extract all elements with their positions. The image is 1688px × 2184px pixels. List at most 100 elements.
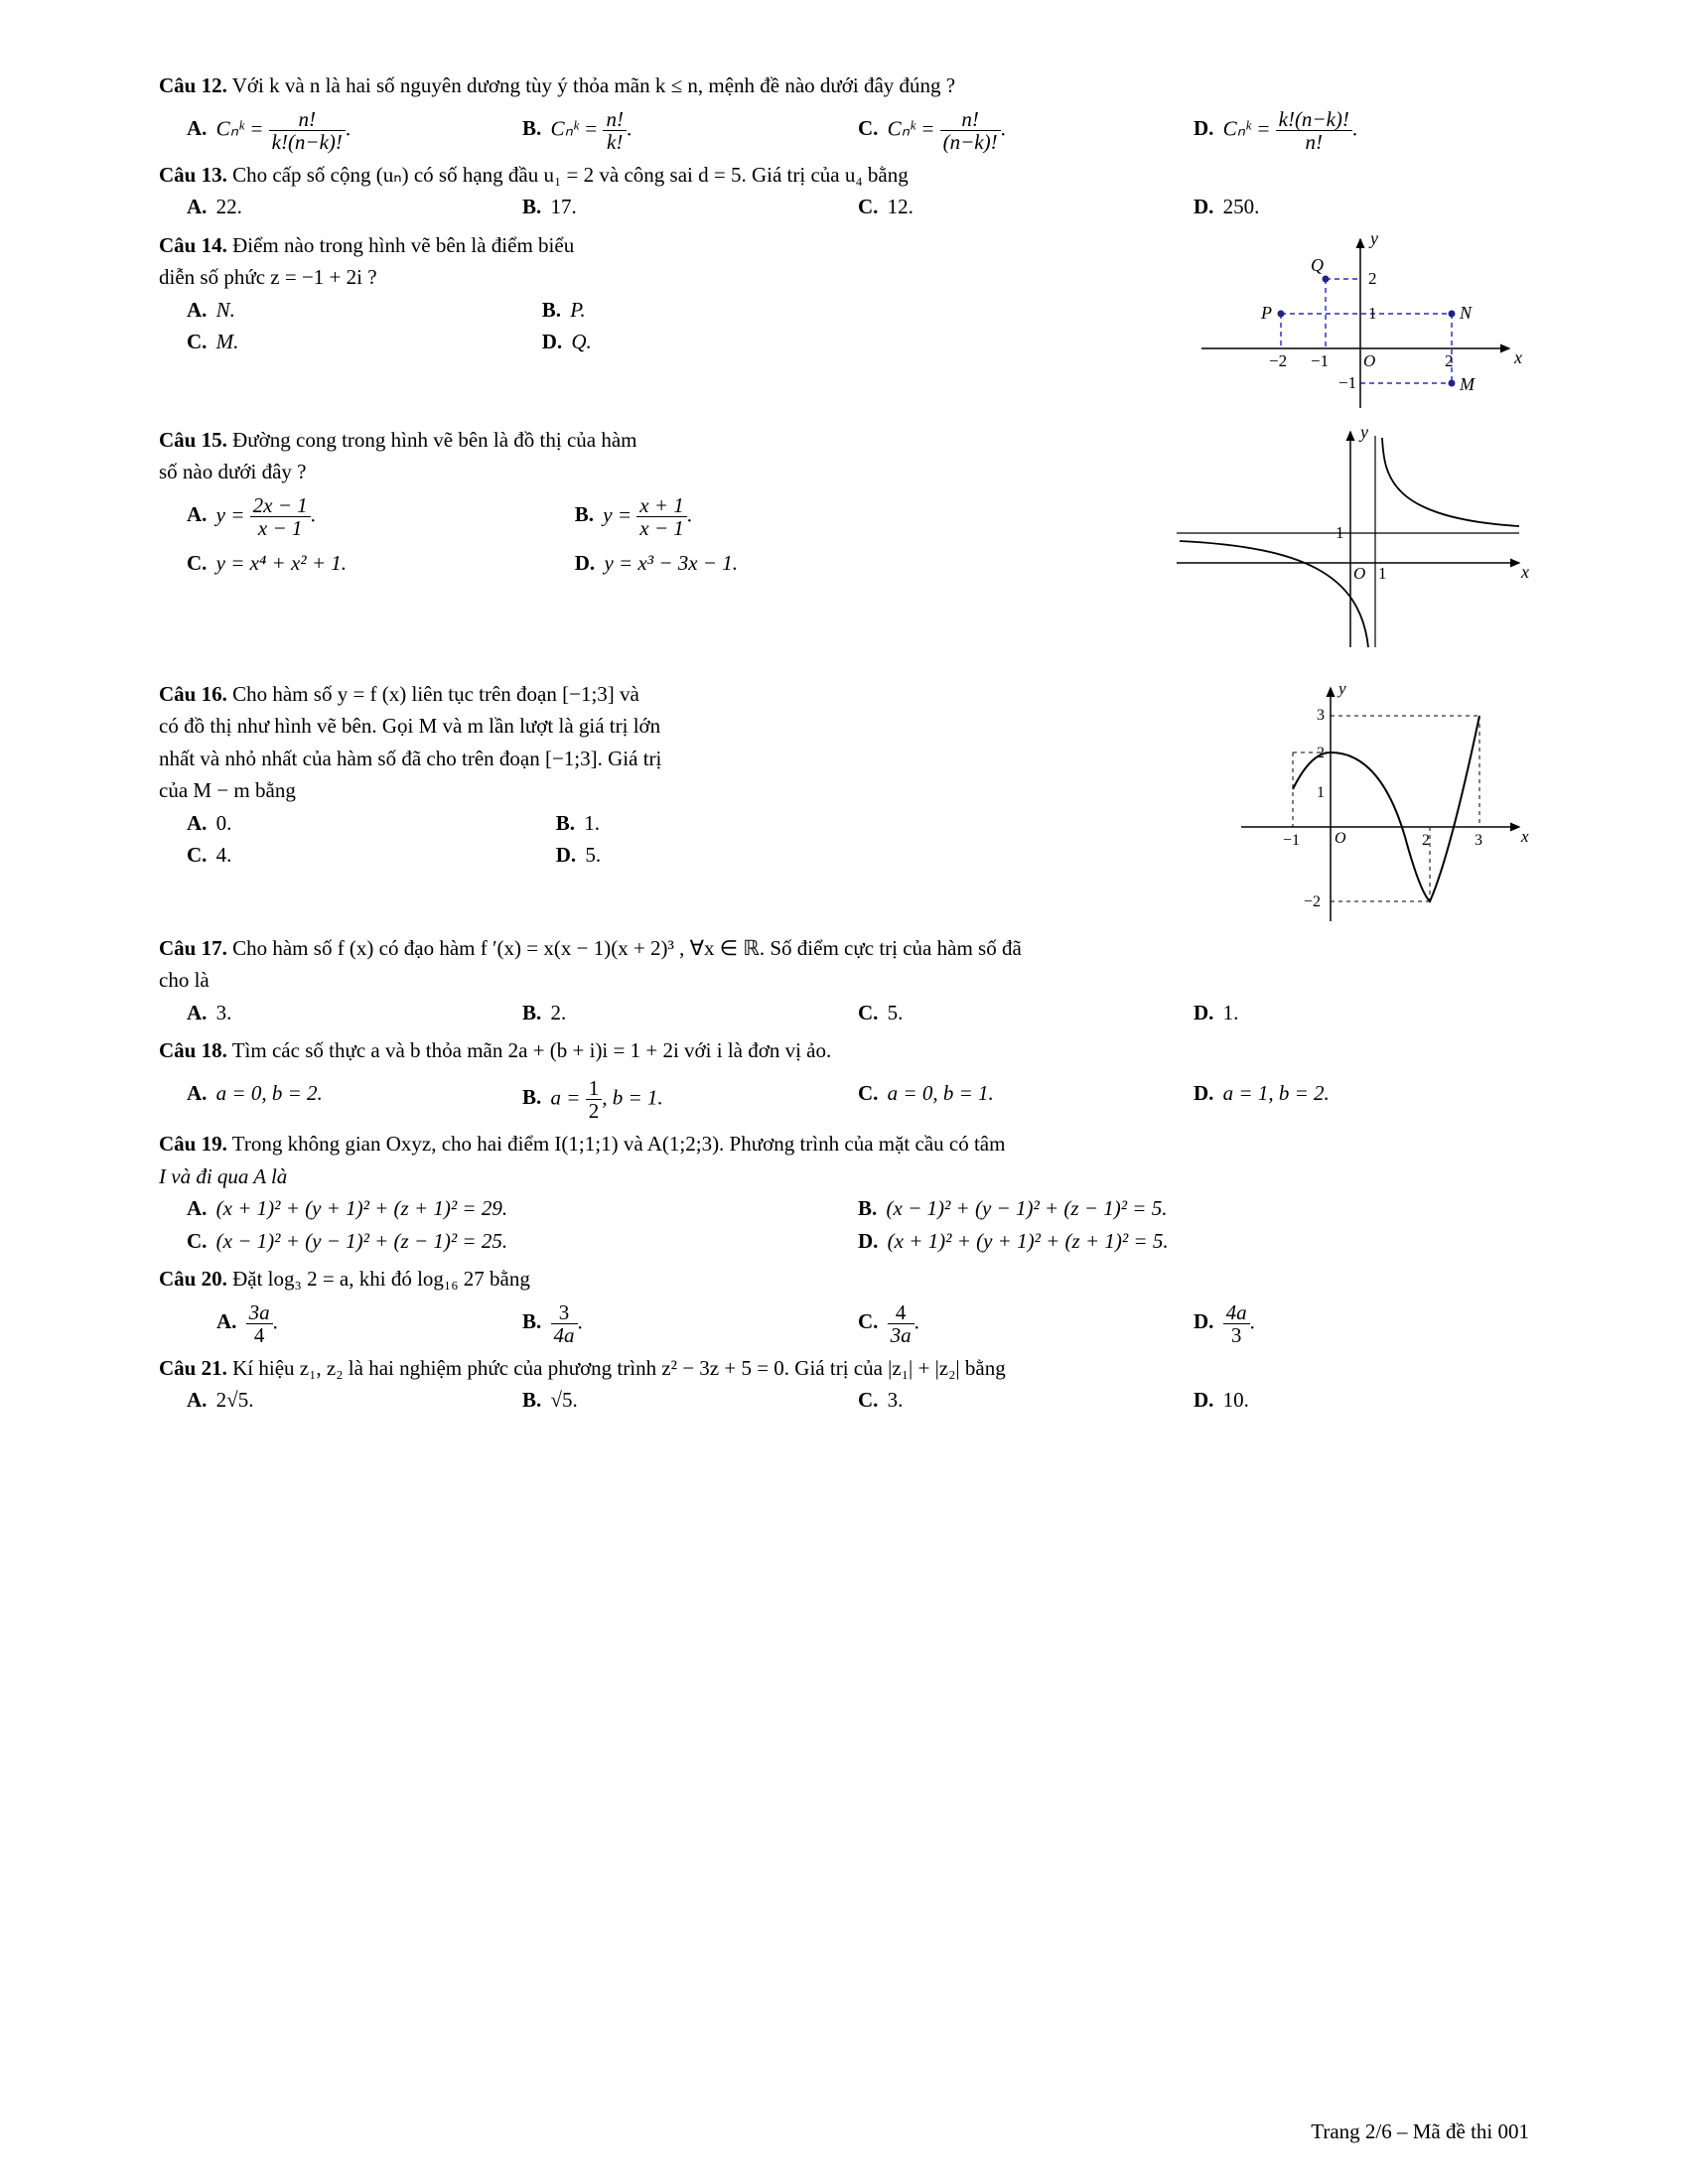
q13-option-a[interactable]: A. 22. bbox=[187, 191, 522, 223]
q20-options: A. 3a4. B. 34a. C. 43a. D. 4a3. bbox=[159, 1301, 1529, 1346]
question-14: Câu 14. Điểm nào trong hình vẽ bên là đi… bbox=[159, 229, 1529, 418]
q13-text: Cho cấp số cộng (uₙ) có số hạng đầu u₁ =… bbox=[232, 163, 909, 187]
q13-title: Câu 13. bbox=[159, 163, 227, 187]
q17-option-d[interactable]: D. 1. bbox=[1194, 997, 1529, 1029]
q14-option-a[interactable]: A. N. bbox=[187, 294, 542, 327]
q15-option-a[interactable]: A. y = 2x − 1x − 1. bbox=[187, 494, 575, 539]
q21-option-b[interactable]: B. √5. bbox=[522, 1384, 858, 1417]
q15-graph: x y 1 O 1 bbox=[1172, 424, 1529, 652]
q12-option-a[interactable]: A. Cₙᵏ = n!k!(n−k)!. bbox=[187, 108, 522, 153]
q14-text2: diễn số phức z = −1 + 2i ? bbox=[159, 261, 1174, 294]
q19-title: Câu 19. bbox=[159, 1132, 227, 1156]
q15-title: Câu 15. bbox=[159, 428, 227, 452]
q17-option-c[interactable]: C. 5. bbox=[858, 997, 1194, 1029]
q13-option-b[interactable]: B. 17. bbox=[522, 191, 858, 223]
svg-text:M: M bbox=[1459, 374, 1476, 394]
question-21: Câu 21. Kí hiệu z₁, z₂ là hai nghiệm phứ… bbox=[159, 1352, 1529, 1417]
q20-option-c[interactable]: C. 43a. bbox=[858, 1301, 1194, 1346]
q21-options: A. 2√5. B. √5. C. 3. D. 10. bbox=[159, 1384, 1529, 1417]
q21-option-a[interactable]: A. 2√5. bbox=[187, 1384, 522, 1417]
question-15: Câu 15. Đường cong trong hình vẽ bên là … bbox=[159, 424, 1529, 652]
q17-option-a[interactable]: A. 3. bbox=[187, 997, 522, 1029]
q14-option-c[interactable]: C. M. bbox=[187, 326, 542, 358]
q18-option-b[interactable]: B. a = 12, b = 1. bbox=[522, 1077, 858, 1122]
q16-graph: x y O −1 2 3 1 2 3 −2 bbox=[1231, 678, 1529, 926]
q19-option-d[interactable]: D. (x + 1)² + (y + 1)² + (z + 1)² = 5. bbox=[858, 1225, 1529, 1258]
q19-option-a[interactable]: A. (x + 1)² + (y + 1)² + (z + 1)² = 29. bbox=[187, 1192, 858, 1225]
q17-text2: cho là bbox=[159, 964, 1529, 997]
question-19: Câu 19. Trong không gian Oxyz, cho hai đ… bbox=[159, 1128, 1529, 1257]
q19-text2: I và đi qua A là bbox=[159, 1160, 1529, 1193]
q16-option-d[interactable]: D. 5. bbox=[556, 839, 925, 872]
svg-text:P: P bbox=[1260, 303, 1272, 323]
svg-text:N: N bbox=[1459, 303, 1473, 323]
svg-text:3: 3 bbox=[1317, 707, 1325, 724]
svg-text:y: y bbox=[1336, 679, 1346, 698]
q17-options: A. 3. B. 2. C. 5. D. 1. bbox=[159, 997, 1529, 1029]
q13-option-d[interactable]: D. 250. bbox=[1194, 191, 1529, 223]
q20-option-d[interactable]: D. 4a3. bbox=[1194, 1301, 1529, 1346]
q13-option-c[interactable]: C. 12. bbox=[858, 191, 1194, 223]
svg-text:x: x bbox=[1520, 562, 1529, 582]
q18-option-a[interactable]: A. a = 0, b = 2. bbox=[187, 1077, 522, 1122]
q17-title: Câu 17. bbox=[159, 936, 227, 960]
q12-options: A. Cₙᵏ = n!k!(n−k)!. B. Cₙᵏ = n!k!. C. C… bbox=[159, 108, 1529, 153]
q12-option-c[interactable]: C. Cₙᵏ = n!(n−k)!. bbox=[858, 108, 1194, 153]
q12-option-d[interactable]: D. Cₙᵏ = k!(n−k)!n!. bbox=[1194, 108, 1529, 153]
svg-text:O: O bbox=[1363, 351, 1375, 370]
svg-text:1: 1 bbox=[1336, 523, 1344, 542]
q12-option-b[interactable]: B. Cₙᵏ = n!k!. bbox=[522, 108, 858, 153]
svg-text:1: 1 bbox=[1378, 564, 1387, 583]
svg-text:O: O bbox=[1353, 564, 1365, 583]
q21-title: Câu 21. bbox=[159, 1356, 227, 1380]
q18-option-d[interactable]: D. a = 1, b = 2. bbox=[1194, 1077, 1529, 1122]
q20-option-b[interactable]: B. 34a. bbox=[522, 1301, 858, 1346]
q19-option-c[interactable]: C. (x − 1)² + (y − 1)² + (z − 1)² = 25. bbox=[187, 1225, 858, 1258]
q14-text: Điểm nào trong hình vẽ bên là điểm biểu bbox=[232, 233, 574, 257]
q21-option-d[interactable]: D. 10. bbox=[1194, 1384, 1529, 1417]
q14-option-b[interactable]: B. P. bbox=[542, 294, 898, 327]
q15-option-b[interactable]: B. y = x + 1x − 1. bbox=[575, 494, 963, 539]
q16-option-c[interactable]: C. 4. bbox=[187, 839, 556, 872]
q20-text: Đặt log₃ 2 = a, khi đó log₁₆ 27 bằng bbox=[232, 1267, 530, 1291]
question-18: Câu 18. Tìm các số thực a và b thỏa mãn … bbox=[159, 1034, 1529, 1122]
question-12: Câu 12. Với k và n là hai số nguyên dươn… bbox=[159, 69, 1529, 153]
svg-text:−1: −1 bbox=[1338, 373, 1356, 392]
q15-option-d[interactable]: D. y = x³ − 3x − 1. bbox=[575, 547, 963, 580]
q19-option-b[interactable]: B. (x − 1)² + (y − 1)² + (z − 1)² = 5. bbox=[858, 1192, 1529, 1225]
question-16: Câu 16. Cho hàm số y = f (x) liên tục tr… bbox=[159, 678, 1529, 926]
q20-option-a[interactable]: A. 3a4. bbox=[187, 1301, 522, 1346]
question-17: Câu 17. Cho hàm số f (x) có đạo hàm f ′(… bbox=[159, 932, 1529, 1029]
q16-text3: nhất và nhỏ nhất của hàm số đã cho trên … bbox=[159, 743, 1213, 775]
q16-option-a[interactable]: A. 0. bbox=[187, 807, 556, 840]
q14-option-d[interactable]: D. Q. bbox=[542, 326, 898, 358]
page-footer: Trang 2/6 – Mã đề thi 001 bbox=[1311, 2116, 1529, 2148]
q19-text: Trong không gian Oxyz, cho hai điểm I(1;… bbox=[232, 1132, 1006, 1156]
q16-text: Cho hàm số y = f (x) liên tục trên đoạn … bbox=[232, 682, 639, 706]
svg-text:Q: Q bbox=[1311, 255, 1324, 275]
question-20: Câu 20. Đặt log₃ 2 = a, khi đó log₁₆ 27 … bbox=[159, 1263, 1529, 1346]
q16-option-b[interactable]: B. 1. bbox=[556, 807, 925, 840]
q18-title: Câu 18. bbox=[159, 1038, 227, 1062]
svg-text:2: 2 bbox=[1422, 832, 1430, 849]
q16-text4: của M − m bằng bbox=[159, 774, 1213, 807]
q21-option-c[interactable]: C. 3. bbox=[858, 1384, 1194, 1417]
svg-text:−1: −1 bbox=[1283, 832, 1300, 849]
q14-options: A. N. B. P. C. M. D. Q. bbox=[159, 294, 897, 358]
svg-text:2: 2 bbox=[1368, 269, 1377, 288]
q12-text: Với k và n là hai số nguyên dương tùy ý … bbox=[232, 73, 955, 97]
q15-text: Đường cong trong hình vẽ bên là đồ thị c… bbox=[232, 428, 636, 452]
q18-option-c[interactable]: C. a = 0, b = 1. bbox=[858, 1077, 1194, 1122]
q16-options: A. 0. B. 1. C. 4. D. 5. bbox=[159, 807, 924, 872]
svg-text:y: y bbox=[1368, 229, 1378, 248]
q15-option-c[interactable]: C. y = x⁴ + x² + 1. bbox=[187, 547, 575, 580]
q13-options: A. 22. B. 17. C. 12. D. 250. bbox=[159, 191, 1529, 223]
svg-text:−2: −2 bbox=[1269, 351, 1287, 370]
q14-title: Câu 14. bbox=[159, 233, 227, 257]
q17-option-b[interactable]: B. 2. bbox=[522, 997, 858, 1029]
svg-text:y: y bbox=[1358, 424, 1368, 442]
question-13: Câu 13. Cho cấp số cộng (uₙ) có số hạng … bbox=[159, 159, 1529, 223]
q18-text: Tìm các số thực a và b thỏa mãn 2a + (b … bbox=[232, 1038, 832, 1062]
svg-text:−2: −2 bbox=[1304, 893, 1321, 910]
svg-text:x: x bbox=[1520, 827, 1529, 846]
